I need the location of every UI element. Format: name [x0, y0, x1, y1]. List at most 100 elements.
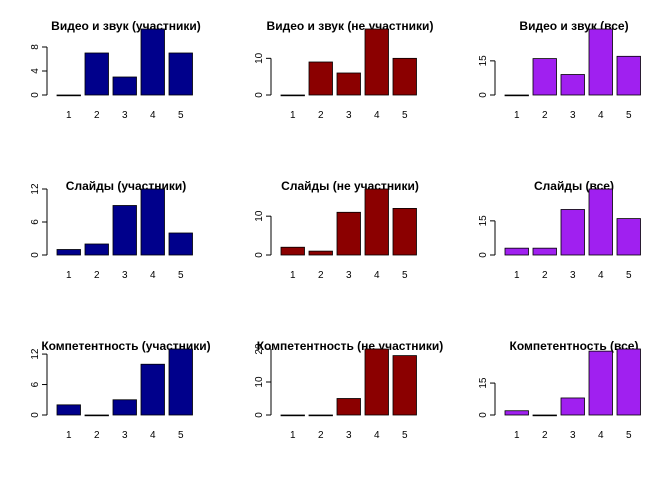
x-tick-label: 1: [514, 430, 520, 441]
bar-2: [532, 58, 557, 96]
y-tick-label: 8: [30, 44, 41, 50]
bar-3: [560, 74, 585, 96]
bar-4: [588, 28, 613, 96]
y-tick-label: 10: [254, 210, 265, 222]
y-tick-label: 6: [30, 219, 41, 225]
y-tick-label: 0: [30, 92, 41, 98]
bar-chart-8: Компетентность (не участники) 1 2 3 4 5 0 10 20: [254, 339, 443, 441]
x-tick-label: 5: [178, 270, 184, 281]
y-tick-label: 20: [254, 343, 265, 355]
x-tick-label: 5: [178, 110, 184, 121]
bar-5: [392, 208, 417, 256]
bar-4: [364, 28, 389, 96]
y-tick-label: 12: [30, 183, 41, 195]
chart-title: Видео и звук (не участники): [267, 19, 434, 33]
x-tick-label: 2: [94, 270, 100, 281]
bar-3: [560, 209, 585, 256]
bar-5: [392, 57, 417, 96]
x-tick-label: 3: [346, 270, 352, 281]
bar-4: [140, 28, 165, 96]
chart-title: Компетентность (все): [510, 339, 639, 353]
bar-1: [280, 414, 305, 417]
x-tick-label: 4: [374, 110, 380, 121]
bar-5: [168, 348, 193, 416]
bar-chart-9: Компетентность (все) 1 2 3 4 5 0 15: [478, 339, 641, 441]
bar-4: [364, 188, 389, 256]
bar-4: [588, 188, 613, 256]
y-tick-label: 0: [30, 412, 41, 418]
bar-chart-5: Слайды (не участники) 1 2 3 4 5 0 10: [254, 179, 419, 281]
x-tick-label: 4: [150, 430, 156, 441]
bar-1: [504, 247, 529, 256]
x-tick-label: 4: [150, 110, 156, 121]
bar-3: [336, 211, 361, 256]
y-tick-label: 15: [478, 55, 489, 67]
x-tick-label: 3: [570, 270, 576, 281]
x-tick-label: 5: [402, 110, 408, 121]
x-tick-label: 5: [402, 270, 408, 281]
bar-4: [140, 188, 165, 256]
bar-4: [364, 348, 389, 416]
y-tick-label: 10: [254, 376, 265, 388]
x-tick-label: 2: [542, 270, 548, 281]
x-tick-label: 2: [94, 430, 100, 441]
x-tick-label: 4: [374, 430, 380, 441]
bar-1: [504, 410, 529, 416]
x-tick-label: 2: [542, 110, 548, 121]
bar-1: [504, 94, 529, 97]
x-tick-label: 4: [598, 110, 604, 121]
x-tick-label: 1: [290, 430, 296, 441]
bar-5: [392, 355, 417, 416]
x-tick-label: 2: [94, 110, 100, 121]
bar-2: [308, 250, 333, 256]
chart-title: Компетентность (не участники): [257, 339, 444, 353]
x-tick-label: 5: [626, 270, 632, 281]
y-tick-label: 10: [254, 52, 265, 64]
x-tick-label: 2: [542, 430, 548, 441]
x-tick-label: 5: [402, 430, 408, 441]
x-tick-label: 3: [570, 430, 576, 441]
y-tick-label: 4: [30, 68, 41, 74]
y-tick-label: 0: [254, 252, 265, 258]
bar-1: [56, 94, 81, 97]
chart-title: Слайды (участники): [66, 179, 186, 193]
bar-chart-1: Видео и звук (участники) 1 2 3 4 5 0 4 8: [30, 19, 201, 121]
bar-2: [308, 61, 333, 96]
x-tick-label: 1: [66, 430, 72, 441]
y-tick-label: 0: [30, 252, 41, 258]
bar-3: [112, 76, 137, 96]
bar-1: [280, 94, 305, 97]
bar-2: [532, 414, 557, 417]
y-tick-label: 0: [254, 92, 265, 98]
x-tick-label: 2: [318, 110, 324, 121]
bar-2: [84, 414, 109, 417]
x-tick-label: 2: [318, 430, 324, 441]
y-tick-label: 0: [254, 412, 265, 418]
bar-3: [560, 397, 585, 416]
x-tick-label: 3: [346, 430, 352, 441]
x-tick-label: 3: [346, 110, 352, 121]
y-tick-label: 15: [478, 377, 489, 389]
bar-3: [336, 72, 361, 96]
chart-title: Слайды (не участники): [281, 179, 419, 193]
chart-title: Компетентность (участники): [41, 339, 210, 353]
bar-3: [112, 399, 137, 416]
bar-3: [112, 205, 137, 256]
y-tick-label: 0: [478, 252, 489, 258]
bar-5: [616, 55, 641, 96]
x-tick-label: 4: [374, 270, 380, 281]
bar-2: [308, 414, 333, 417]
x-tick-label: 4: [598, 270, 604, 281]
y-tick-label: 12: [30, 348, 41, 360]
bar-4: [588, 350, 613, 416]
bar-chart-2: Видео и звук (не участники) 1 2 3 4 5 0 10: [254, 19, 433, 121]
bar-2: [532, 247, 557, 256]
x-tick-label: 1: [514, 110, 520, 121]
x-tick-label: 5: [178, 430, 184, 441]
bar-2: [84, 243, 109, 256]
